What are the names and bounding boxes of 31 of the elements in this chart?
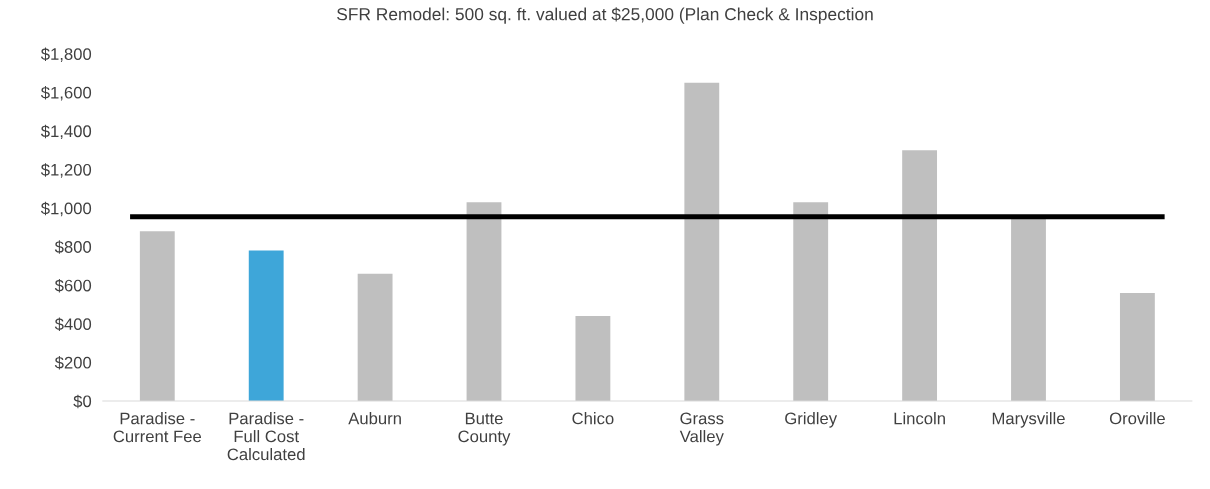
x-tick-label: Lincoln bbox=[894, 412, 945, 425]
y-tick-label: $800 bbox=[54, 240, 92, 254]
bar bbox=[684, 82, 720, 401]
x-tick-label: Marysville bbox=[992, 412, 1065, 428]
bar bbox=[902, 150, 938, 401]
x-tick-label: Gridley bbox=[785, 412, 838, 428]
y-tick-label: $200 bbox=[54, 356, 92, 370]
y-tick-label: $1,400 bbox=[40, 124, 92, 140]
x-tick-label: Paradise - Full Cost Calculated bbox=[227, 412, 305, 461]
bar bbox=[466, 202, 502, 401]
x-tick-label: Auburn bbox=[348, 412, 401, 425]
bar bbox=[139, 231, 175, 401]
y-tick-label: $1,600 bbox=[40, 86, 92, 101]
x-tick-label: Grass Valley bbox=[679, 412, 724, 446]
bar bbox=[1011, 217, 1046, 401]
x-tick-label: Oroville bbox=[1109, 412, 1165, 425]
x-tick-label: Chico bbox=[572, 412, 614, 425]
chart-title: SFR Remodel: 500 sq. ft. valued at $25,000 (Plan Check & Inspection bbox=[337, 7, 873, 24]
bar bbox=[357, 273, 393, 401]
bar bbox=[793, 202, 829, 401]
bar bbox=[1119, 292, 1155, 401]
y-tick-label: $0 bbox=[73, 394, 92, 409]
bar bbox=[575, 316, 611, 401]
x-tick-label: Butte County bbox=[458, 412, 511, 446]
x-tick-label: Paradise - Current Fee bbox=[113, 412, 202, 443]
bar bbox=[248, 250, 284, 401]
y-tick-label: $1,800 bbox=[40, 47, 92, 62]
y-tick-label: $1,200 bbox=[40, 163, 92, 178]
y-tick-label: $1,000 bbox=[40, 201, 92, 217]
y-tick-label: $600 bbox=[54, 278, 92, 293]
y-tick-label: $400 bbox=[54, 317, 92, 332]
